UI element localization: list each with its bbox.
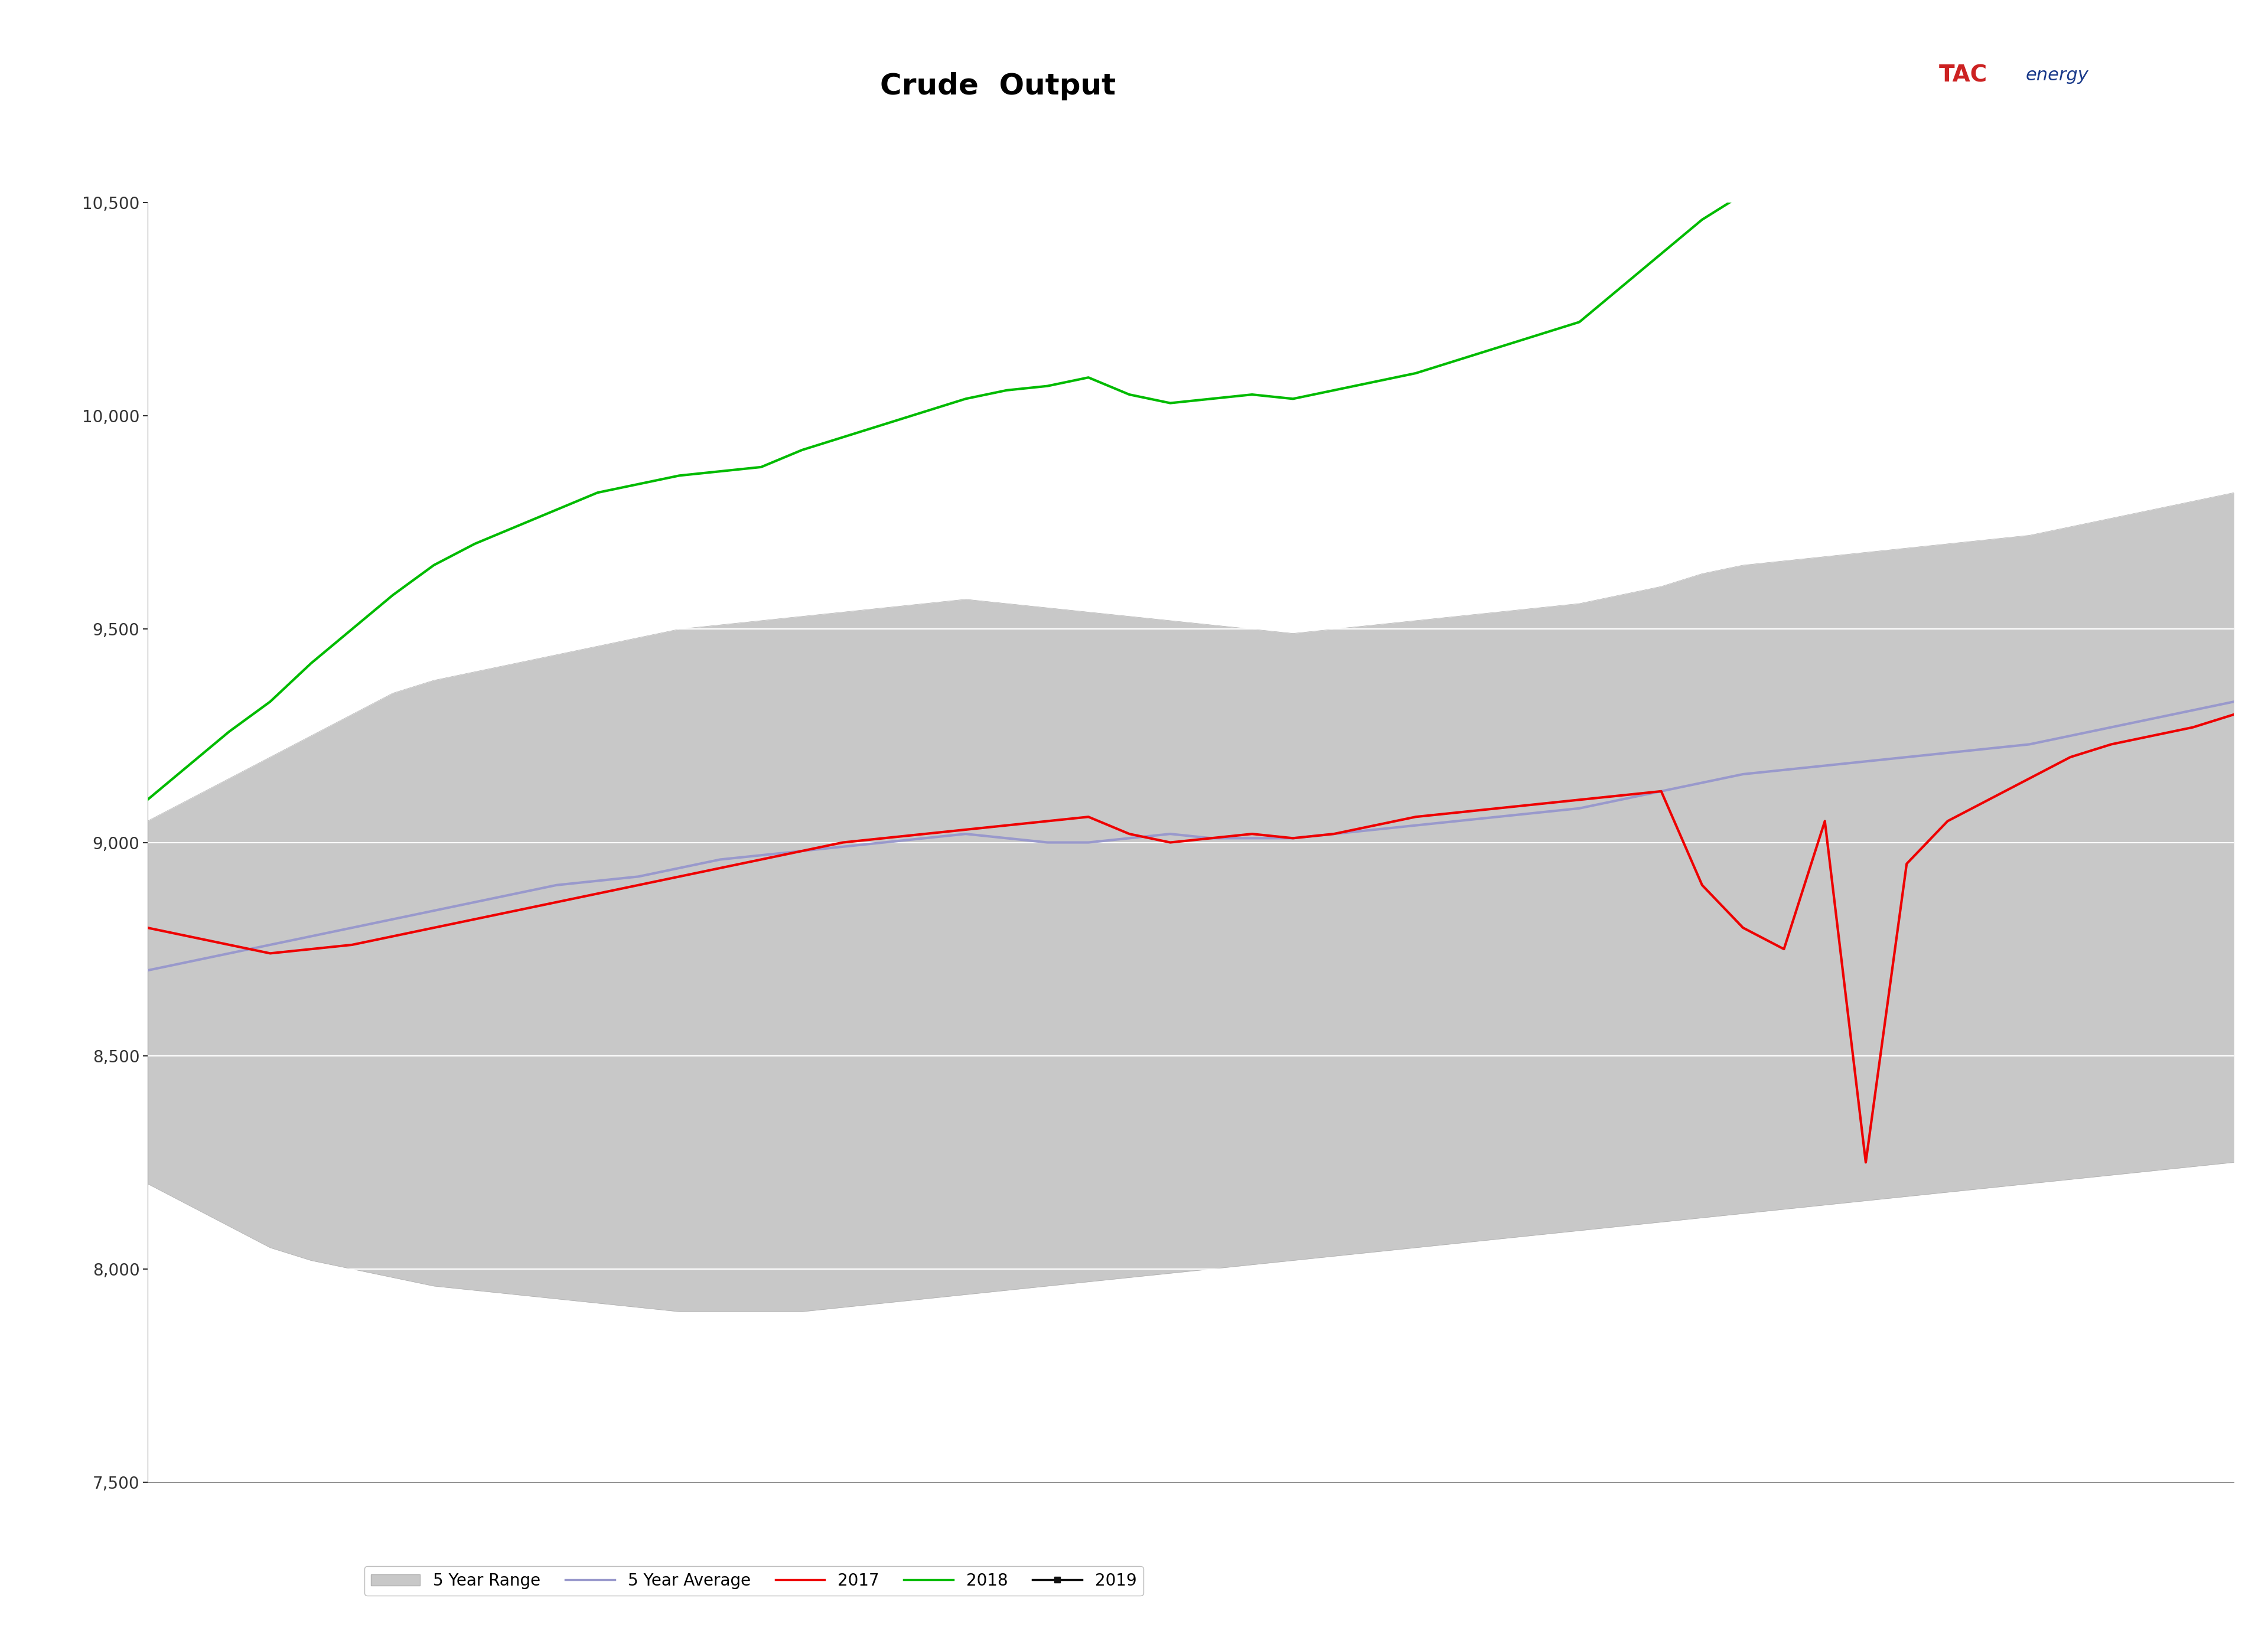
Text: energy: energy xyxy=(2025,66,2089,84)
Text: Crude  Output: Crude Output xyxy=(880,72,1116,100)
Text: TAC: TAC xyxy=(1939,64,1987,86)
Legend: 5 Year Range, 5 Year Average, 2017, 2018, 2019: 5 Year Range, 5 Year Average, 2017, 2018… xyxy=(365,1566,1143,1596)
